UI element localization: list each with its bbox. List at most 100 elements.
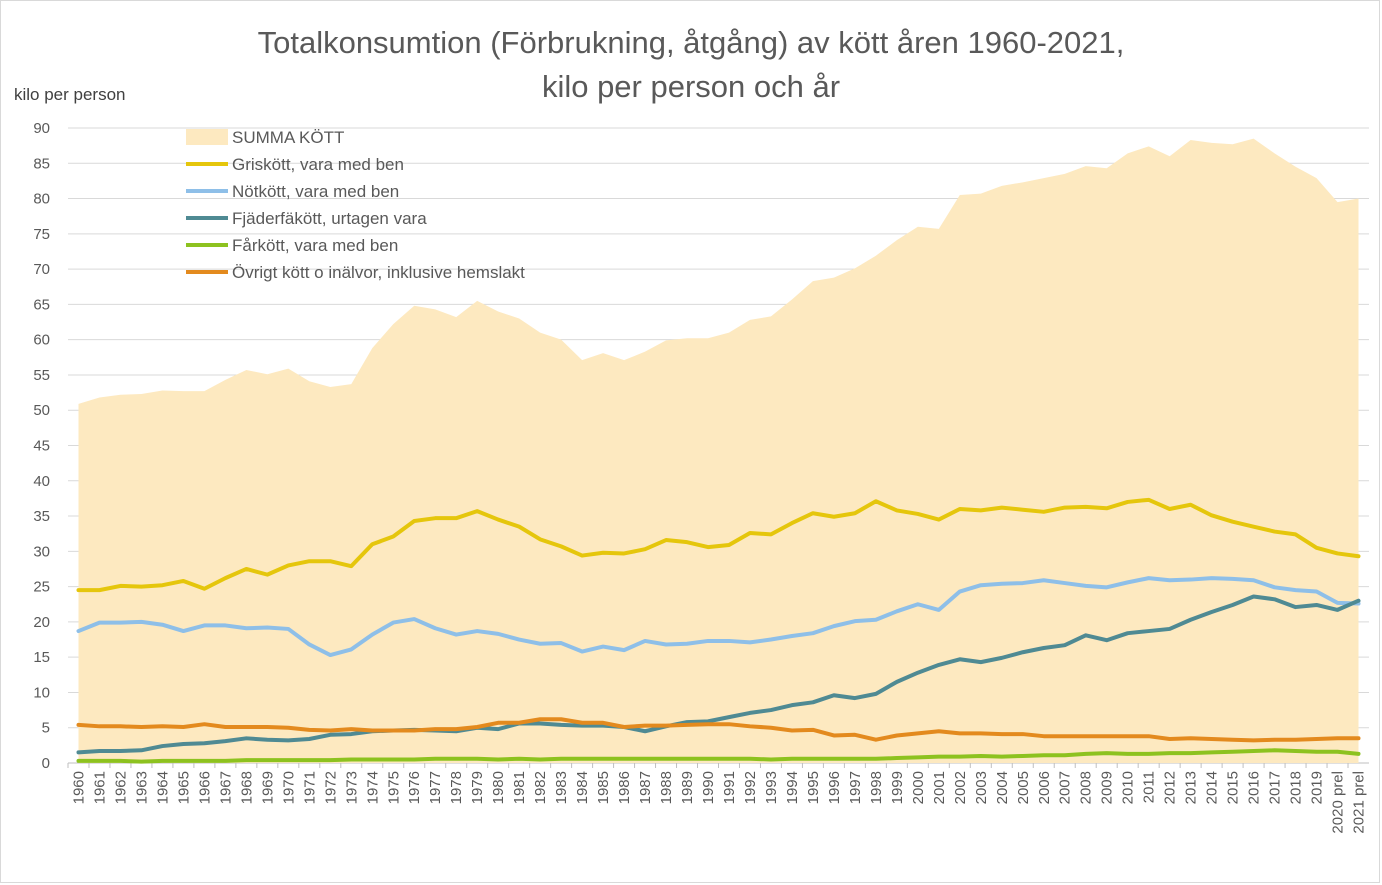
legend-label: Övrigt kött o inälvor, inklusive hemslak… xyxy=(232,263,525,282)
x-tick-label: 1993 xyxy=(763,771,780,804)
y-tick-label: 80 xyxy=(33,191,50,208)
x-tick-label: 1992 xyxy=(742,771,759,804)
x-tick-label: 1991 xyxy=(721,771,738,804)
x-tick-label: 1961 xyxy=(91,771,108,804)
y-tick-label: 35 xyxy=(33,508,50,525)
legend-label: Nötkött, vara med ben xyxy=(232,182,399,201)
x-tick-label: 2007 xyxy=(1057,771,1074,804)
x-tick-label: 2018 xyxy=(1288,771,1305,804)
y-tick-label: 90 xyxy=(33,120,50,137)
y-tick-label: 55 xyxy=(33,367,50,384)
x-tick-label: 1975 xyxy=(385,771,402,804)
series-line xyxy=(76,497,1361,593)
x-tick-label: 1988 xyxy=(658,771,675,804)
x-tick-label: 2002 xyxy=(952,771,969,804)
y-tick-label: 60 xyxy=(33,332,50,349)
x-tick-label: 1972 xyxy=(322,771,339,804)
x-tick-label: 1978 xyxy=(448,771,465,804)
y-tick-label: 30 xyxy=(33,543,50,560)
x-tick-label: 1981 xyxy=(511,771,528,804)
x-tick-label: 1977 xyxy=(427,771,444,804)
series-area-summa-kott xyxy=(68,138,1359,764)
y-tick-label: 75 xyxy=(33,226,50,243)
y-tick-label: 25 xyxy=(33,579,50,596)
x-tick-label: 1963 xyxy=(133,771,150,804)
chart-title-line2: kilo per person och år xyxy=(541,69,841,104)
x-tick-label: 1965 xyxy=(175,771,192,804)
x-tick-label: 2017 xyxy=(1267,771,1284,804)
x-tick-label: 2016 xyxy=(1246,771,1263,804)
x-tick-label: 1971 xyxy=(301,771,318,804)
x-tick-label: 2010 xyxy=(1120,771,1137,804)
y-tick-label: 15 xyxy=(33,649,50,666)
x-tick-label: 2006 xyxy=(1036,771,1053,804)
x-tick-label: 2013 xyxy=(1183,771,1200,804)
x-tick-label: 1976 xyxy=(406,771,423,804)
x-tick-label: 1968 xyxy=(238,771,255,804)
x-tick-label: 1979 xyxy=(469,771,486,804)
x-tick-label: 1969 xyxy=(259,771,276,804)
x-tick-label: 2019 xyxy=(1309,771,1326,804)
x-tick-label: 2012 xyxy=(1162,771,1179,804)
series-line xyxy=(76,576,1361,658)
series-line xyxy=(76,594,1361,755)
x-tick-label: 1967 xyxy=(217,771,234,804)
y-tick-label: 45 xyxy=(33,438,50,455)
y-tick-label: 50 xyxy=(33,402,50,419)
x-tick-label: 1999 xyxy=(889,771,906,804)
x-tick-label: 2021 prel xyxy=(1351,771,1368,834)
x-tick-labels: 1960 1961 1962 1963 1964 1965 1966 1967 1968 1969… xyxy=(70,771,1367,834)
x-tick-label: 1970 xyxy=(280,771,297,804)
x-tick-label: 1966 xyxy=(196,771,213,804)
y-tick-labels: 0 5 10 15 20 25 30 35 40 45 50 55 60 65 70 75 80 85 90 xyxy=(33,120,50,772)
legend-label: Griskött, vara med ben xyxy=(232,155,404,174)
x-tick-label: 2005 xyxy=(1015,771,1032,804)
x-tick-label: 1983 xyxy=(553,771,570,804)
y-tick-label: 10 xyxy=(33,684,50,701)
legend-entry: Fårkött, vara med ben xyxy=(186,236,398,255)
x-tick-label: 1982 xyxy=(532,771,549,804)
x-tick-label: 2004 xyxy=(994,771,1011,804)
x-tick-label: 2011 xyxy=(1141,771,1158,803)
series-line xyxy=(76,717,1361,743)
y-tick-label: 70 xyxy=(33,261,50,278)
y-tick-label: 0 xyxy=(42,755,50,772)
x-tick-label: 1964 xyxy=(154,771,171,804)
x-tick-label: 1984 xyxy=(574,771,591,804)
x-tick-label: 1998 xyxy=(868,771,885,804)
x-tick-label: 2014 xyxy=(1204,771,1221,804)
x-tick-label: 2008 xyxy=(1078,771,1095,804)
legend-entry: Griskött, vara med ben xyxy=(186,155,404,174)
legend-label: SUMMA KÖTT xyxy=(232,128,344,147)
legend-entry: Nötkött, vara med ben xyxy=(186,182,399,201)
area-series xyxy=(68,138,1359,764)
chart-title-line1: Totalkonsumtion (Förbrukning, åtgång) av… xyxy=(257,25,1125,60)
y-tick-label: 85 xyxy=(33,155,50,172)
x-tick-label: 2015 xyxy=(1225,771,1242,804)
legend-swatch xyxy=(186,129,228,145)
x-tick-label: 1960 xyxy=(70,771,87,804)
x-tick-label: 1997 xyxy=(847,771,864,804)
y-axis-label: kilo per person xyxy=(14,85,126,104)
x-tick-label: 1962 xyxy=(112,771,129,804)
x-tick-label: 2020 prel xyxy=(1330,771,1347,834)
y-tick-label: 40 xyxy=(33,473,50,490)
x-tick-label: 2001 xyxy=(931,771,948,804)
x-tick-label: 1985 xyxy=(595,771,612,804)
legend-entry: Fjäderfäkött, urtagen vara xyxy=(186,209,427,228)
line-series xyxy=(76,497,1361,764)
x-tick-label: 1973 xyxy=(343,771,360,804)
x-tick-label: 1996 xyxy=(826,771,843,804)
x-tick-label: 1995 xyxy=(805,771,822,804)
y-tick-label: 20 xyxy=(33,614,50,631)
y-tick-label: 5 xyxy=(42,720,50,737)
legend-label: Fårkött, vara med ben xyxy=(232,236,398,255)
x-tick-label: 1974 xyxy=(364,771,381,804)
x-tick-label: 2000 xyxy=(910,771,927,804)
x-tick-label: 1990 xyxy=(700,771,717,804)
x-tick-label: 1994 xyxy=(784,771,801,804)
x-tick-label: 1980 xyxy=(490,771,507,804)
x-tick-label: 1986 xyxy=(616,771,633,804)
